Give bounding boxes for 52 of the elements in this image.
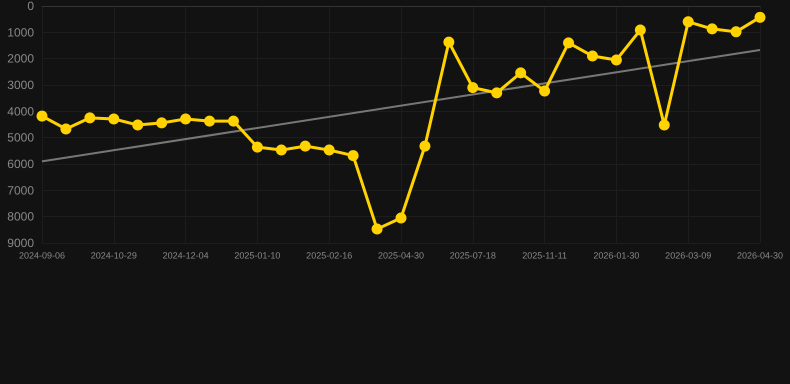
x-tick-label: 2026-03-09 <box>665 250 712 260</box>
y-tick-label: 9000 <box>7 236 34 250</box>
point <box>108 113 120 124</box>
y-tick-label: 6000 <box>7 157 34 171</box>
point <box>36 110 48 122</box>
point <box>252 142 263 153</box>
point <box>300 140 311 152</box>
x-tick-label: 2025-11-11 <box>522 250 567 260</box>
point <box>204 116 216 127</box>
point <box>610 54 622 66</box>
point <box>539 86 550 97</box>
x-tick-label: 2024-09-06 <box>18 250 66 260</box>
x-tick-label: 2025-07-18 <box>450 250 496 260</box>
y-tick-label: 0 <box>27 0 34 13</box>
point <box>396 212 406 224</box>
y-tick-label: 7000 <box>7 183 34 198</box>
point <box>60 123 72 134</box>
point <box>563 37 574 48</box>
x-tick-label: 2025-02-16 <box>306 250 352 260</box>
point <box>634 24 646 36</box>
point <box>419 140 430 152</box>
point <box>348 150 359 162</box>
point <box>372 224 383 235</box>
y-tick-label: 4000 <box>7 104 34 118</box>
point <box>156 117 168 128</box>
point <box>467 82 478 94</box>
point <box>443 36 454 48</box>
x-tick-label: 2024-10-29 <box>90 250 137 260</box>
point <box>754 12 766 23</box>
point <box>706 23 718 34</box>
point <box>84 112 96 124</box>
point <box>682 16 694 28</box>
y-tick-label: 2000 <box>7 52 34 66</box>
point <box>586 50 598 62</box>
x-tick-label: 2025-01-10 <box>234 250 280 260</box>
y-tick-label: 5000 <box>7 130 34 145</box>
y-tick-label: 1000 <box>7 25 34 40</box>
point <box>491 87 502 98</box>
point <box>730 26 742 38</box>
x-tick-label: 2026-01-30 <box>593 250 640 260</box>
point <box>324 144 335 156</box>
point <box>228 116 239 127</box>
x-tick-label: 2024-12-04 <box>162 250 209 260</box>
point <box>658 120 670 131</box>
y-tick-label: 8000 <box>7 210 34 224</box>
point <box>132 120 144 131</box>
point <box>515 67 526 78</box>
x-tick-label: 2026-04-30 <box>736 250 784 260</box>
y-tick-label: 3000 <box>7 78 34 92</box>
point <box>276 144 287 156</box>
point <box>180 113 192 124</box>
x-tick-label: 2025-04-30 <box>378 250 424 260</box>
